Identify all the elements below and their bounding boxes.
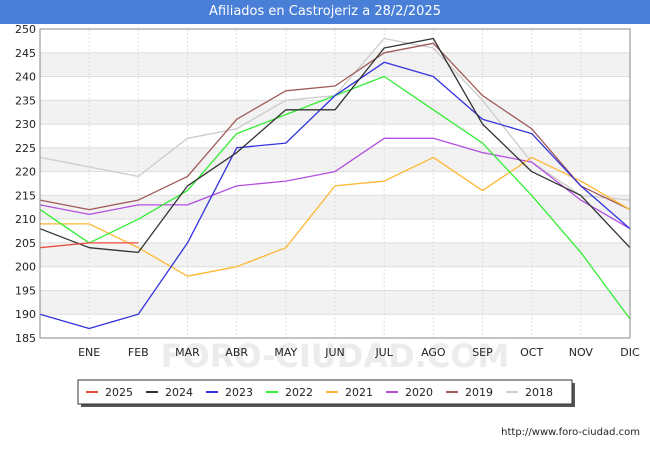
axes: 185 190 195 200 205 210 215 220 225 230 235 240 245 2…	[15, 23, 640, 359]
legend-box	[77, 379, 573, 405]
x-tick-label: JUL	[374, 346, 393, 359]
y-tick-label: 210	[15, 213, 36, 226]
x-tick-label: FEB	[128, 346, 149, 359]
series-line-2019	[39, 42, 631, 211]
plot-band	[40, 100, 630, 125]
y-tick-label: 240	[15, 71, 36, 84]
series-line-2023	[39, 61, 631, 330]
legend-label-2021: 2021	[345, 386, 373, 399]
x-tick-label: SEP	[472, 346, 493, 359]
legend-label-2022: 2022	[285, 386, 313, 399]
y-tick-label: 225	[15, 142, 36, 155]
plot-background	[40, 29, 630, 338]
x-tick-label: MAY	[274, 346, 297, 359]
y-tick-label: 220	[15, 166, 36, 179]
y-tick-label: 185	[15, 332, 36, 345]
legend-label-2024: 2024	[165, 386, 193, 399]
y-tick-label: 235	[15, 94, 36, 107]
legend-label-2018: 2018	[525, 386, 553, 399]
source-url[interactable]: http://www.foro-ciudad.com	[501, 427, 640, 438]
x-tick-label: ABR	[225, 346, 248, 359]
plot-band	[40, 52, 630, 77]
chart-title: Afiliados en Castrojeriz a 28/2/2025	[0, 0, 650, 24]
legend: 2025 2024 2023 2022 2021 2020 2019 2018	[77, 379, 575, 407]
y-tick-label: 215	[15, 189, 36, 202]
legend-label-2020: 2020	[405, 386, 433, 399]
series-line-2020	[39, 137, 631, 230]
y-tick-label: 245	[15, 47, 36, 60]
plot-border	[39, 28, 631, 339]
series-line-2024	[39, 37, 631, 254]
legend-label-2019: 2019	[465, 386, 493, 399]
y-tick-label: 205	[15, 237, 36, 250]
series-line-2025	[39, 242, 139, 249]
series-line-2021	[40, 156, 631, 277]
series-lines	[39, 37, 631, 330]
y-tick-label: 195	[15, 284, 36, 297]
x-tick-label: AGO	[421, 346, 446, 359]
legend-label-2023: 2023	[225, 386, 253, 399]
x-tick-label: MAR	[175, 346, 200, 359]
y-tick-label: 250	[15, 23, 36, 36]
y-tick-label: 190	[15, 308, 36, 321]
legend-label-2025: 2025	[105, 386, 133, 399]
x-tick-label: ENE	[78, 346, 100, 359]
watermark: FORO-CIUDAD.COM	[161, 337, 510, 375]
x-tick-label: OCT	[520, 346, 543, 359]
y-tick-label: 200	[15, 261, 36, 274]
y-tick-label: 230	[15, 118, 36, 131]
x-tick-label: JUN	[324, 346, 345, 359]
x-tick-label: NOV	[569, 346, 594, 359]
x-tick-label: DIC	[620, 346, 640, 359]
